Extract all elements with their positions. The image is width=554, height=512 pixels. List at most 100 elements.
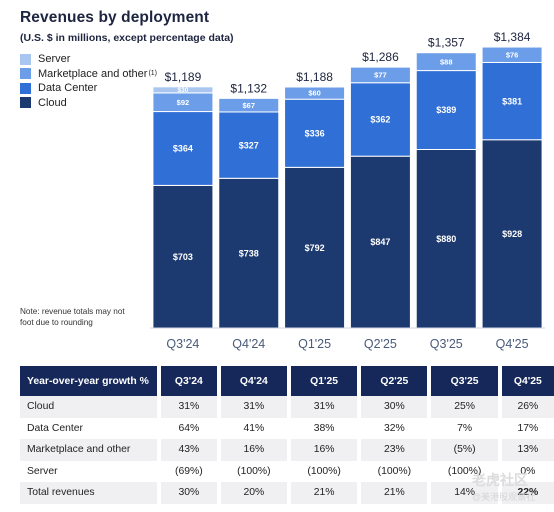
growth-cell: 31% bbox=[220, 396, 291, 418]
table-header-cell: Q2'25 bbox=[361, 366, 432, 396]
data-label: $389 bbox=[436, 105, 456, 115]
data-label: $880 bbox=[436, 234, 456, 244]
growth-cell: 32% bbox=[361, 417, 432, 439]
stacked-bar-chart: $703 $364 $92 $30 $1,189 Q3'24 $738 $327 $67 $1,1… bbox=[150, 30, 545, 351]
table-row: Cloud 31% 31% 31% 30% 25% 26% bbox=[20, 396, 554, 418]
growth-cell: (5%) bbox=[431, 439, 502, 461]
bar-segment bbox=[481, 46, 543, 63]
legend-swatch-marketplace bbox=[20, 68, 31, 80]
table-header-cell: Year-over-year growth % bbox=[20, 366, 161, 396]
data-label: $92 bbox=[177, 98, 190, 107]
growth-cell: 64% bbox=[161, 417, 221, 439]
legend-swatch-server bbox=[20, 53, 31, 65]
bar-segment bbox=[218, 177, 280, 329]
x-tick-label: Q4'25 bbox=[496, 337, 529, 351]
total-label: $1,132 bbox=[230, 81, 267, 95]
total-label: $1,188 bbox=[296, 70, 333, 84]
total-label: $1,384 bbox=[494, 30, 531, 44]
growth-cell: 21% bbox=[361, 482, 432, 504]
legend-swatch-cloud bbox=[20, 97, 31, 109]
legend-label-server: Server bbox=[38, 53, 71, 66]
data-label: $60 bbox=[308, 89, 321, 98]
x-tick-label: Q1'25 bbox=[298, 337, 331, 351]
data-label: $738 bbox=[239, 248, 259, 258]
data-label: $362 bbox=[370, 115, 390, 125]
total-label: $1,189 bbox=[165, 70, 202, 84]
growth-cell: 30% bbox=[361, 396, 432, 418]
table-row: Data Center 64% 41% 38% 32% 7% 17% bbox=[20, 417, 554, 439]
growth-cell: 16% bbox=[220, 439, 291, 461]
watermark-line1: 老虎社区 bbox=[472, 472, 528, 488]
x-tick-label: Q2'25 bbox=[364, 337, 397, 351]
data-label: $327 bbox=[239, 140, 259, 150]
table-row: Marketplace and other 43% 16% 16% 23% (5%) 13% bbox=[20, 439, 554, 461]
growth-cell: 25% bbox=[431, 396, 502, 418]
bar-segment bbox=[284, 166, 346, 329]
growth-cell: 26% bbox=[501, 396, 554, 418]
watermark: 老虎社区 @美港股观察社 bbox=[472, 470, 552, 503]
bar-segment bbox=[284, 98, 346, 168]
data-label: $336 bbox=[305, 128, 325, 138]
growth-cell: 31% bbox=[161, 396, 221, 418]
data-label: $847 bbox=[370, 237, 390, 247]
growth-cell: (100%) bbox=[361, 460, 432, 482]
table-row: Server (69%) (100%) (100%) (100%) (100%) 0% bbox=[20, 460, 554, 482]
bar-segment bbox=[349, 82, 411, 157]
bar-segment bbox=[284, 86, 346, 100]
data-label: $30 bbox=[177, 87, 188, 94]
growth-cell: 41% bbox=[220, 417, 291, 439]
table-header-cell: Q1'25 bbox=[290, 366, 362, 396]
table-header-cell: Q4'24 bbox=[220, 366, 291, 396]
chart-subtitle: (U.S. $ in millions, except percentage d… bbox=[20, 32, 234, 44]
table-header-cell: Q4'25 bbox=[501, 366, 554, 396]
legend-item-data-center: Data Center bbox=[20, 81, 157, 96]
growth-cell: (100%) bbox=[431, 460, 502, 482]
legend-label-data-center: Data Center bbox=[38, 82, 98, 95]
x-tick-label: Q3'25 bbox=[430, 337, 463, 351]
bar-segment bbox=[152, 184, 214, 329]
bar-segment bbox=[481, 61, 543, 141]
table-header-cell: Q3'24 bbox=[161, 366, 221, 396]
legend-item-cloud: Cloud bbox=[20, 96, 157, 111]
legend-swatch-data-center bbox=[20, 82, 31, 94]
growth-cell: 38% bbox=[290, 417, 362, 439]
growth-cell: 23% bbox=[361, 439, 432, 461]
bar-segment bbox=[349, 66, 411, 84]
legend-label-cloud: Cloud bbox=[38, 96, 67, 109]
growth-cell: 0% bbox=[501, 460, 554, 482]
row-label: Cloud bbox=[20, 396, 161, 418]
data-label: $928 bbox=[502, 229, 522, 239]
x-tick-label: Q4'24 bbox=[232, 337, 265, 351]
yoy-growth-table: Year-over-year growth % Q3'24 Q4'24 Q1'2… bbox=[20, 366, 554, 504]
bar-segment bbox=[152, 86, 214, 94]
bar-segment bbox=[152, 111, 214, 186]
rounding-note: Note: revenue totals may not foot due to… bbox=[20, 307, 125, 327]
growth-cell: 21% bbox=[290, 482, 362, 504]
data-label: $381 bbox=[502, 96, 522, 106]
growth-cell: 13% bbox=[501, 439, 554, 461]
data-label: $77 bbox=[374, 71, 387, 80]
row-label: Server bbox=[20, 460, 161, 482]
data-label: $364 bbox=[173, 144, 193, 154]
bar-segment bbox=[415, 52, 477, 72]
table-row: Total revenues 30% 20% 21% 21% 14% 22% bbox=[20, 482, 554, 504]
chart-title: Revenues by deployment bbox=[20, 9, 210, 26]
growth-cell: (100%) bbox=[290, 460, 362, 482]
growth-cell: 30% bbox=[161, 482, 221, 504]
row-label: Marketplace and other bbox=[20, 439, 161, 461]
total-label: $1,357 bbox=[428, 36, 465, 50]
total-label: $1,286 bbox=[362, 50, 399, 64]
bar-segment bbox=[218, 97, 280, 113]
row-label: Total revenues bbox=[20, 482, 161, 504]
data-label: $792 bbox=[305, 243, 325, 253]
legend-item-server: Server bbox=[20, 52, 157, 67]
bar-segment bbox=[415, 148, 477, 329]
legend-label-marketplace: Marketplace and other bbox=[38, 67, 148, 80]
data-label: $703 bbox=[173, 252, 193, 262]
bar-segment bbox=[218, 111, 280, 179]
growth-cell: 14% bbox=[431, 482, 502, 504]
growth-cell: 31% bbox=[290, 396, 362, 418]
watermark-line2: @美港股观察社 bbox=[472, 492, 536, 502]
growth-cell: 17% bbox=[501, 417, 554, 439]
growth-cell: (100%) bbox=[220, 460, 291, 482]
